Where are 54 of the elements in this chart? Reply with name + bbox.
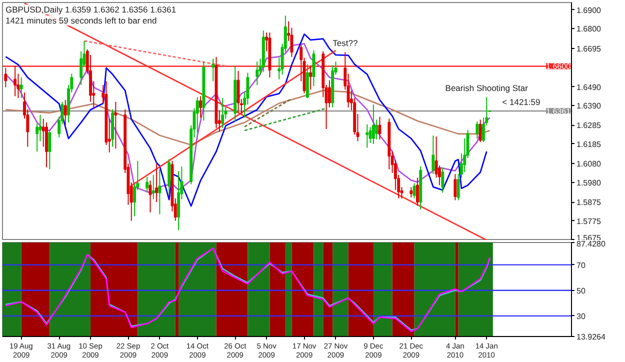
candlestick xyxy=(372,104,375,144)
candlestick xyxy=(432,135,435,174)
y-tick-label: 1.5775 xyxy=(576,216,602,226)
candlestick xyxy=(48,129,52,170)
y-tick-label: 1.6185 xyxy=(576,140,602,149)
candlestick xyxy=(312,50,316,86)
y-tick-label: 50 xyxy=(576,286,586,296)
ref-line-label: 1.6361 xyxy=(546,107,572,116)
candlestick xyxy=(454,173,457,201)
candlestick xyxy=(196,96,199,134)
candlestick xyxy=(441,166,444,194)
y-tick-label: 30 xyxy=(576,312,586,321)
candlestick xyxy=(20,76,23,99)
ref-line-label: 1.6600 xyxy=(546,62,572,72)
candlestick xyxy=(256,61,259,86)
y-tick-label: 87.4280 xyxy=(576,240,606,248)
y-tick-label: 1.6080 xyxy=(576,160,602,169)
y-tick-label: 1.6490 xyxy=(576,82,602,92)
annotation: < 1421:59 xyxy=(502,97,540,108)
candlestick xyxy=(328,80,331,108)
candlestick xyxy=(146,176,149,192)
candlestick xyxy=(221,98,224,129)
candlestick xyxy=(416,177,419,206)
annotation: GBPUSD,Daily 1.6359 1.6362 1.6356 1.6361 xyxy=(6,4,176,14)
candlestick xyxy=(309,64,312,90)
candlestick xyxy=(366,124,369,148)
candlestick xyxy=(410,186,413,198)
y-tick-label: 13.9264 xyxy=(576,332,606,342)
candlestick xyxy=(4,67,8,88)
y-tick-label: 1.5875 xyxy=(576,198,602,208)
candlestick xyxy=(152,174,155,200)
y-tick-label: 1.6900 xyxy=(576,6,602,15)
candlestick xyxy=(155,163,158,203)
candlestick xyxy=(478,119,482,143)
candlestick xyxy=(412,182,416,199)
candlestick xyxy=(476,121,479,139)
y-tick-label: 1.6695 xyxy=(576,44,602,54)
candlestick xyxy=(168,158,171,196)
candlestick xyxy=(64,99,67,127)
y-tick-label: 1.6390 xyxy=(576,102,602,111)
y-tick-label: 1.5980 xyxy=(576,178,602,188)
candlestick xyxy=(14,66,17,97)
candlestick xyxy=(375,119,378,140)
candlestick xyxy=(212,58,215,82)
y-tick-label: 1.6285 xyxy=(576,121,602,130)
annotation: Test?? xyxy=(332,38,358,48)
annotation: Bearish Shooting Star xyxy=(445,83,528,94)
candlestick xyxy=(158,168,162,215)
candlestick xyxy=(114,101,118,150)
y-tick-label: 70 xyxy=(576,260,586,270)
annotation: 1421 minutes 59 seconds left to bar end xyxy=(6,16,157,26)
candlestick xyxy=(199,96,202,118)
candlestick xyxy=(368,126,372,144)
y-tick-label: 1.6800 xyxy=(576,24,602,34)
